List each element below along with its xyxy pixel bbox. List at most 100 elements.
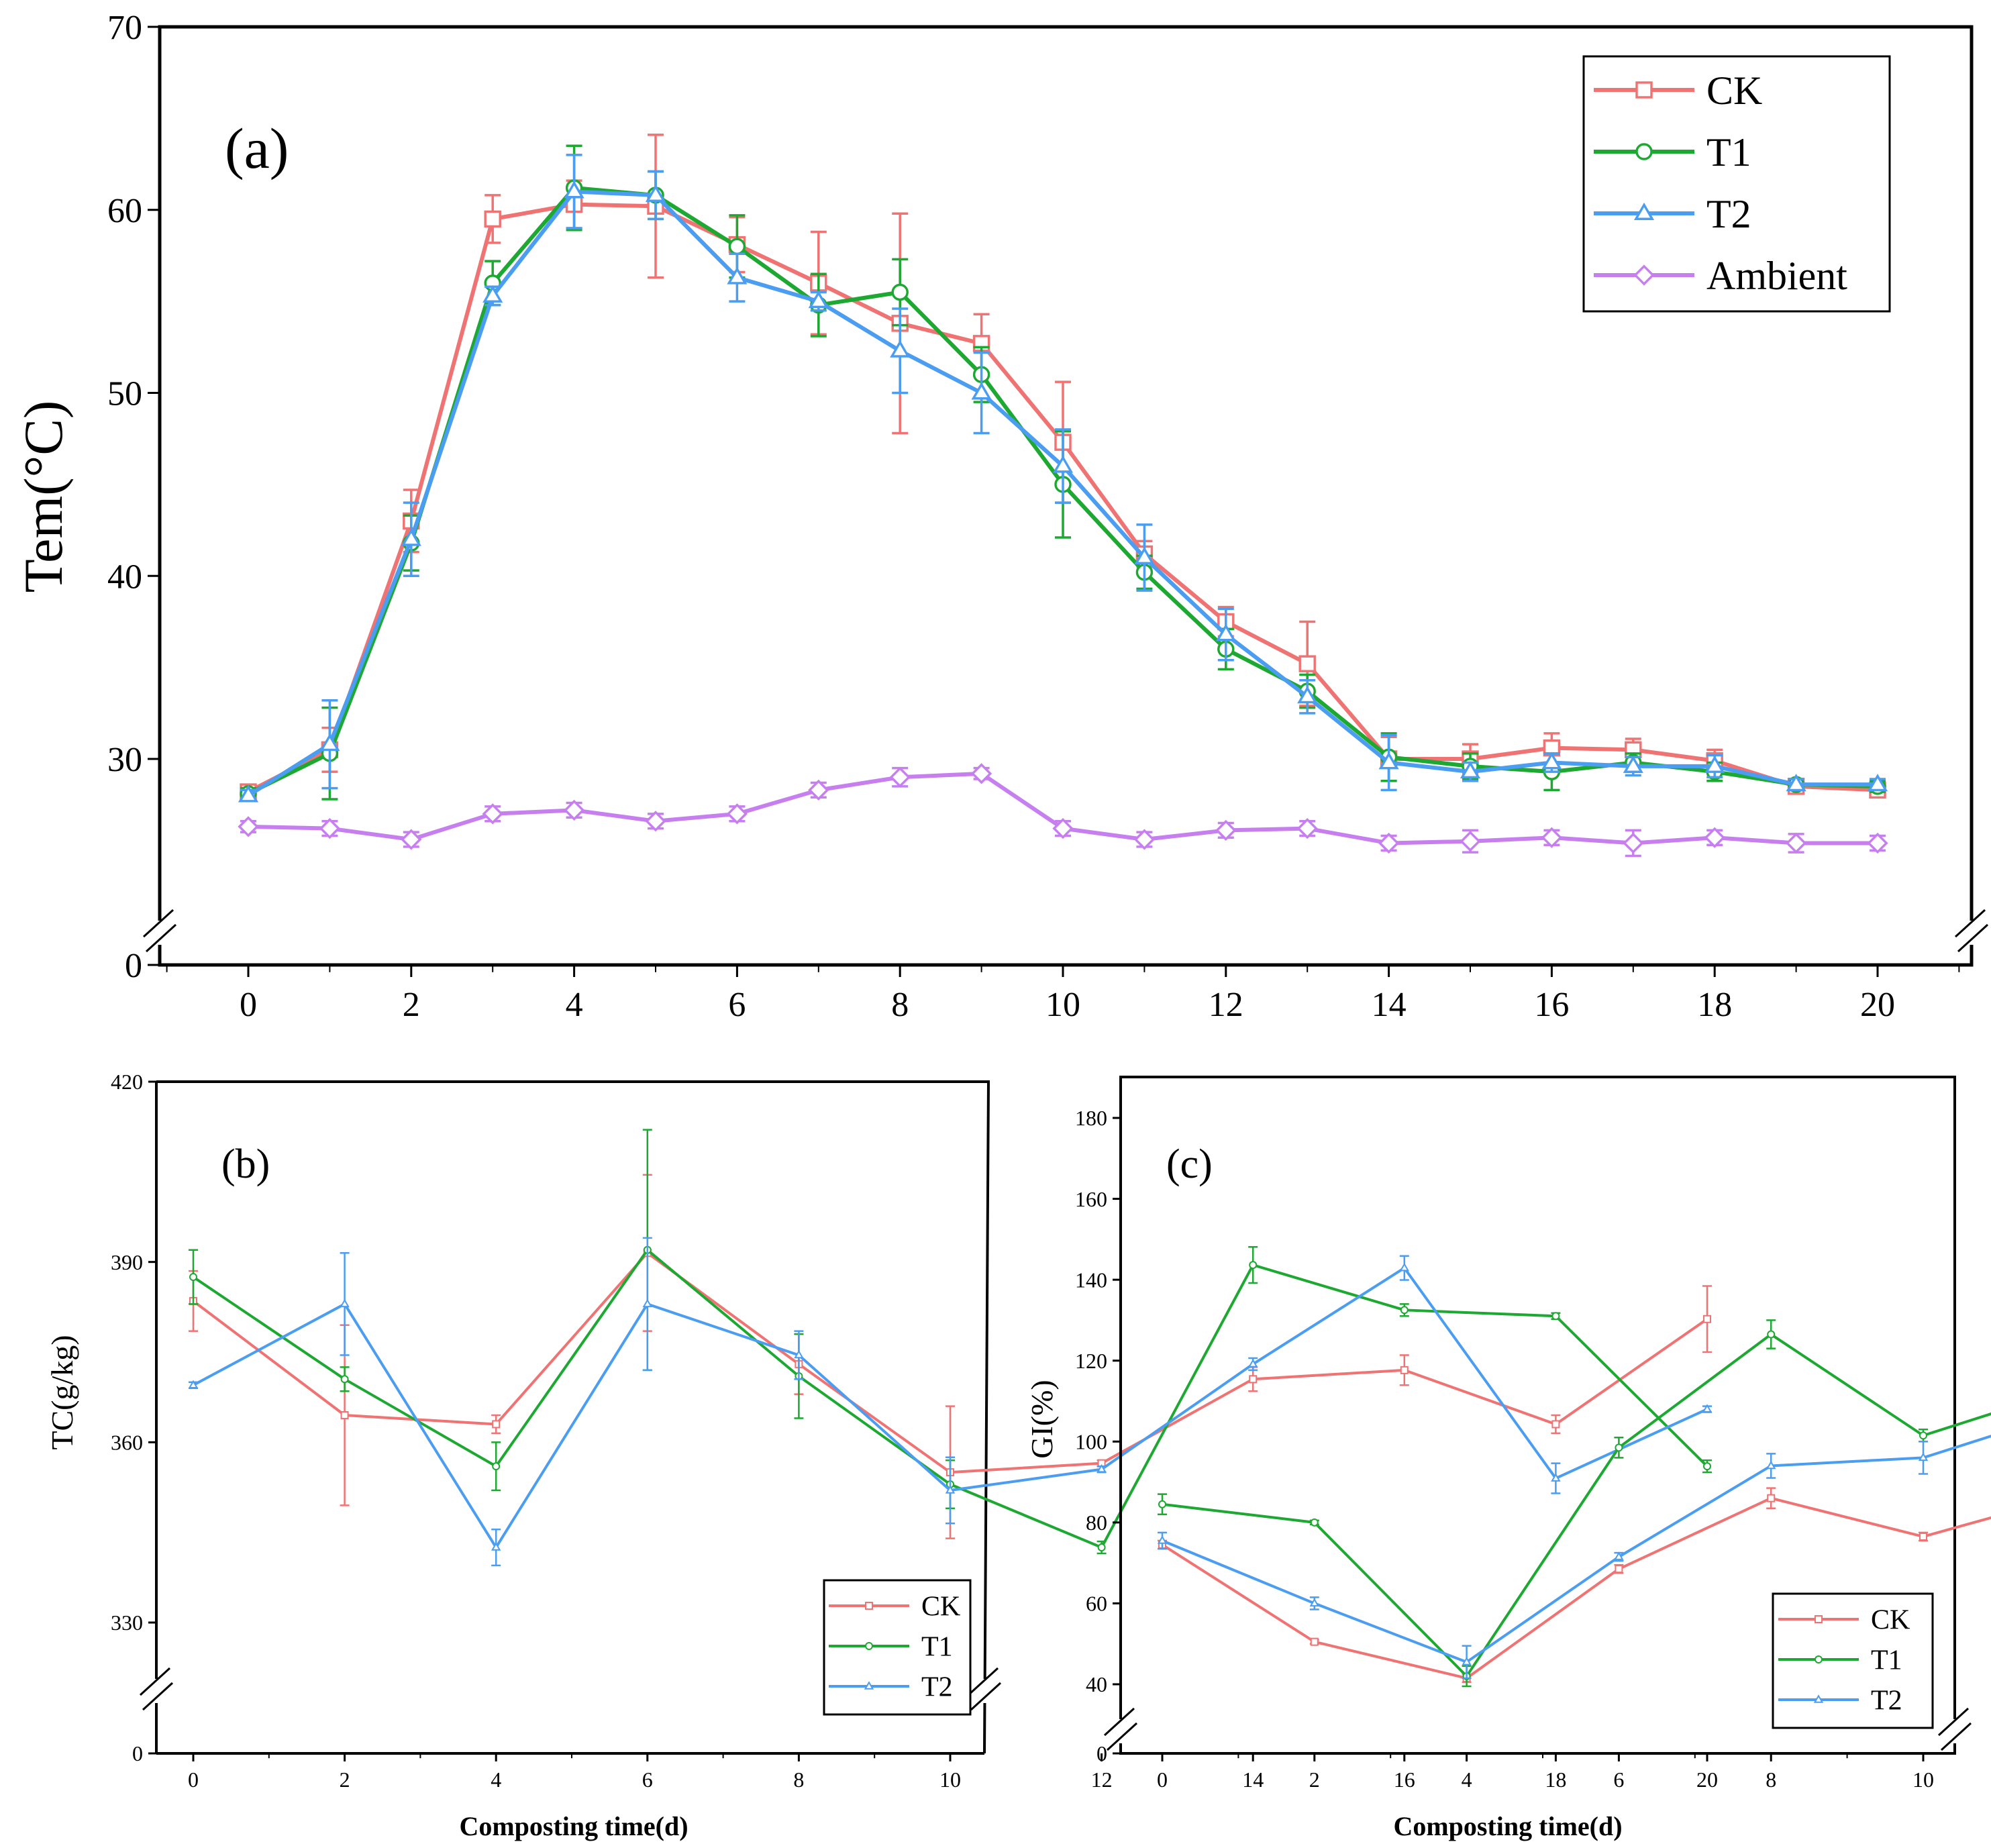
data-point — [1378, 832, 1400, 854]
data-point — [1400, 1306, 1409, 1315]
data-point — [1052, 818, 1074, 839]
data-point — [1460, 831, 1481, 852]
panel-b-y-axis-label: TC(g/kg) — [45, 1335, 79, 1449]
data-point — [1309, 1598, 1320, 1607]
data-point — [645, 811, 666, 832]
data-point — [1310, 1637, 1319, 1646]
series-t2 — [238, 154, 1888, 803]
axis-break-mark — [142, 1682, 174, 1711]
data-point — [891, 283, 909, 301]
legend-marker — [865, 1602, 873, 1610]
y-tick-label: 30 — [107, 741, 142, 779]
axis-break-mark — [1937, 1707, 1970, 1737]
x-tick-label: 12 — [1209, 986, 1243, 1024]
y-tick-label: 50 — [107, 375, 142, 413]
axis-break-mark — [1954, 909, 1986, 938]
data-point — [1541, 827, 1563, 848]
data-point — [482, 803, 503, 825]
y-tick-label: 100 — [1075, 1429, 1107, 1453]
data-point — [188, 1380, 199, 1389]
data-point — [808, 779, 829, 801]
data-point — [1158, 1500, 1166, 1508]
x-tick-label: 6 — [1613, 1767, 1624, 1792]
data-point — [1097, 1543, 1106, 1552]
data-point — [1615, 1565, 1623, 1574]
legend-label: T1 — [1706, 130, 1751, 174]
y-tick-label: 40 — [1086, 1672, 1107, 1696]
axis-break-mark — [1940, 1722, 1972, 1751]
y-tick-label: 0 — [1096, 1741, 1107, 1765]
series-line — [1162, 1435, 1991, 1663]
axis-break-mark — [1103, 1707, 1135, 1737]
legend-marker — [1633, 264, 1655, 286]
panel-c-label: (c) — [1166, 1141, 1213, 1187]
data-point — [1786, 774, 1806, 792]
y-tick-label: 0 — [132, 1741, 143, 1765]
data-point — [340, 1375, 349, 1384]
data-point — [1867, 832, 1888, 854]
data-point — [1623, 755, 1643, 773]
x-tick-label: 18 — [1697, 986, 1732, 1024]
data-point — [1378, 752, 1399, 770]
legend-label: CK — [1871, 1605, 1910, 1636]
x-tick-label: 20 — [1860, 986, 1895, 1024]
data-point — [1867, 774, 1888, 792]
data-point — [1460, 761, 1481, 779]
axis-break-mark — [1106, 1722, 1138, 1751]
panel-c-series — [1157, 1319, 1991, 1688]
data-point — [1215, 623, 1236, 641]
panel-a-legend: CK T1 T2 Ambient — [1582, 55, 1891, 313]
legend-marker — [1635, 143, 1653, 160]
y-tick-label: 180 — [1075, 1106, 1107, 1130]
series-t2 — [1157, 1435, 1991, 1680]
data-point — [1249, 1261, 1258, 1270]
data-point — [1704, 755, 1725, 773]
legend-label: Ambient — [1706, 254, 1847, 298]
data-point — [727, 266, 748, 285]
panel-b-legend: CK T1 T2 — [823, 1579, 972, 1716]
y-tick-label: 70 — [107, 9, 142, 47]
panel-a-legend-box — [1582, 55, 1891, 313]
data-point — [1703, 1315, 1711, 1323]
data-point — [1215, 819, 1237, 841]
data-point — [492, 1420, 501, 1429]
x-tick-label: 16 — [1394, 1767, 1415, 1792]
panel-b-frame — [156, 1080, 990, 1754]
y-tick-label: 390 — [111, 1250, 143, 1274]
x-tick-label: 4 — [566, 986, 583, 1024]
data-point — [1399, 1262, 1410, 1272]
legend-marker — [1813, 1694, 1824, 1703]
axis-break-mark — [1957, 923, 1989, 953]
legend-label: T1 — [1871, 1645, 1902, 1676]
panel-c-x-axis-label: Composting time(d) — [1393, 1811, 1622, 1841]
x-tick-label: 0 — [240, 986, 257, 1024]
data-point — [1096, 1464, 1107, 1473]
data-point — [1400, 1366, 1409, 1374]
data-point — [563, 799, 585, 821]
data-point — [340, 1298, 350, 1308]
data-point — [1541, 752, 1562, 770]
x-tick-label: 10 — [939, 1767, 961, 1792]
data-point — [945, 1485, 956, 1494]
x-tick-label: 20 — [1696, 1767, 1718, 1792]
panel-b-series — [188, 1129, 1713, 1567]
x-tick-label: 14 — [1372, 986, 1407, 1024]
data-point — [1310, 1518, 1319, 1527]
data-point — [238, 784, 259, 803]
axis-break-mark — [967, 1667, 999, 1696]
legend-marker — [1635, 81, 1653, 99]
legend-marker — [864, 1681, 874, 1690]
data-point — [1704, 827, 1725, 848]
panel-c-axes: 0 2 4 6 8 10 12 14 16 18 20 0 40 60 80 100 120 140 160 180 — [1075, 1106, 1972, 1792]
panel-c-chart: 024681012141618200406080100120140160180 … — [1025, 1076, 1991, 1841]
legend-label: CK — [921, 1592, 960, 1623]
data-point — [319, 733, 340, 752]
data-point — [1785, 832, 1807, 854]
x-tick-label: 8 — [793, 1767, 804, 1792]
x-tick-label: 4 — [491, 1767, 501, 1792]
x-tick-label: 4 — [1462, 1767, 1472, 1792]
data-point — [1296, 818, 1318, 839]
x-tick-label: 18 — [1545, 1767, 1566, 1792]
axis-break-mark — [139, 1667, 171, 1696]
x-tick-label: 10 — [1045, 986, 1080, 1024]
